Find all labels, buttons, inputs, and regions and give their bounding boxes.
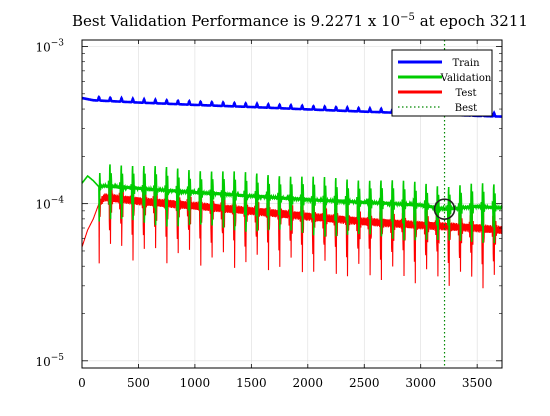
validation-series-line bbox=[81, 164, 503, 244]
best-marker-layer bbox=[433, 40, 456, 368]
x-tick-label: 0 bbox=[78, 376, 86, 390]
x-tick-label: 3000 bbox=[405, 376, 436, 390]
axis-ticks: 0 500 1000 1500 2000 2500 3000 3500 10−3 10−4 10−5 bbox=[35, 39, 502, 390]
title-exponent: −5 bbox=[400, 12, 415, 23]
x-tick-label: 1000 bbox=[180, 376, 211, 390]
y-tick-label: 10−4 bbox=[35, 196, 64, 212]
y-tick-label: 10−3 bbox=[35, 39, 64, 55]
x-tick-label: 2000 bbox=[293, 376, 324, 390]
x-tick-label: 1500 bbox=[236, 376, 267, 390]
x-tick-label: 3500 bbox=[462, 376, 493, 390]
title-suffix: at epoch 3211 bbox=[415, 12, 528, 30]
chart-title: Best Validation Performance is 9.2271 x … bbox=[72, 12, 528, 30]
best-point-marker bbox=[433, 198, 456, 220]
legend-label-best: Best bbox=[455, 103, 477, 114]
legend-label-validation: Validation bbox=[440, 73, 492, 84]
legend-label-train: Train bbox=[452, 58, 480, 69]
x-tick-label: 500 bbox=[127, 376, 150, 390]
x-tick-label: 2500 bbox=[349, 376, 380, 390]
legend: Train Validation Test Best bbox=[391, 49, 493, 117]
title-prefix: Best Validation Performance is 9.2271 x … bbox=[72, 12, 400, 30]
y-tick-label: 10−5 bbox=[35, 353, 64, 369]
legend-label-test: Test bbox=[456, 88, 477, 99]
